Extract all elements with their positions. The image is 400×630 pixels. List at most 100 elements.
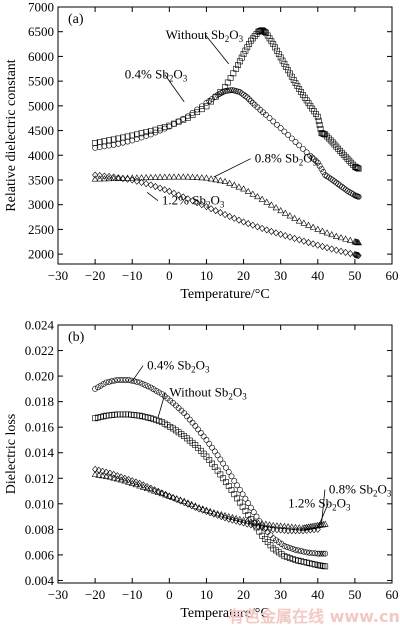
- annotation-text-part: 3: [239, 34, 244, 44]
- plot-frame: [57, 6, 393, 265]
- data-point: [316, 162, 323, 169]
- data-point: [340, 151, 347, 158]
- data-point: [235, 62, 241, 68]
- data-point: [274, 121, 280, 128]
- annotation-text-part: O: [337, 496, 346, 511]
- data-point: [150, 386, 157, 393]
- data-point: [233, 517, 240, 525]
- data-point: [158, 489, 165, 497]
- data-point: [350, 191, 356, 198]
- data-point: [295, 217, 303, 224]
- data-point: [157, 184, 164, 192]
- data-point: [110, 474, 118, 481]
- data-point: [139, 380, 146, 387]
- data-point: [284, 544, 291, 550]
- panel-label: (a): [68, 12, 84, 27]
- data-point: [96, 171, 103, 180]
- data-point: [319, 242, 326, 251]
- data-point: [259, 224, 266, 232]
- data-point: [238, 54, 245, 61]
- data-point: [320, 169, 327, 175]
- annotation-leader-line: [317, 503, 329, 529]
- data-point: [223, 464, 229, 471]
- data-point: [314, 525, 321, 533]
- data-point: [280, 522, 288, 529]
- data-point: [95, 471, 103, 478]
- data-point: [324, 133, 330, 140]
- data-point: [292, 546, 299, 553]
- data-point: [342, 248, 349, 256]
- annotation-text-part: O: [196, 358, 205, 373]
- data-point: [147, 484, 154, 492]
- data-point: [155, 487, 162, 495]
- data-point: [128, 377, 135, 384]
- data-point: [236, 515, 244, 522]
- data-point: [309, 550, 316, 556]
- data-point: [268, 227, 275, 235]
- data-point: [239, 491, 246, 498]
- data-point: [180, 193, 187, 201]
- data-point: [249, 35, 256, 42]
- data-point: [175, 173, 183, 180]
- data-point: [240, 519, 247, 527]
- data-point: [121, 477, 129, 484]
- plot-frame: [57, 324, 393, 584]
- annotation-text-part: 3: [242, 392, 247, 402]
- data-point: [227, 87, 234, 94]
- data-point: [247, 521, 254, 529]
- annotation-text-part: 0.4% Sb: [147, 358, 191, 373]
- data-point: [192, 423, 199, 429]
- data-point: [355, 252, 362, 260]
- data-point: [266, 115, 273, 121]
- data-point: [92, 465, 99, 473]
- data-point: [338, 183, 345, 190]
- annotation-text-part: O: [303, 151, 312, 166]
- series-without-sb2o3: [92, 411, 329, 570]
- data-point: [106, 172, 113, 181]
- data-point: [307, 152, 314, 159]
- data-point: [303, 149, 310, 156]
- data-point: [212, 176, 220, 183]
- data-point: [143, 129, 150, 136]
- data-point: [291, 214, 298, 221]
- annotation-text-part: O: [377, 482, 386, 497]
- data-point: [173, 495, 180, 503]
- data-point: [286, 233, 293, 241]
- data-point: [180, 115, 187, 122]
- annotation-leader-line: [146, 192, 159, 202]
- data-point: [196, 505, 203, 513]
- data-point: [305, 221, 312, 228]
- data-point: [272, 44, 278, 51]
- annotation-text-part: 2: [206, 200, 211, 210]
- y-tick-label: 6000: [28, 49, 54, 64]
- data-point: [318, 562, 325, 569]
- data-point: [277, 207, 285, 214]
- data-point: [246, 96, 253, 103]
- data-point: [136, 379, 143, 386]
- x-tick-label: −30: [48, 268, 68, 283]
- data-point: [186, 416, 193, 423]
- data-point: [208, 205, 215, 213]
- data-point: [193, 173, 201, 181]
- data-point: [236, 486, 243, 493]
- data-point: [316, 550, 323, 557]
- annotation-text-part: 0.8% Sb: [329, 482, 373, 497]
- data-point: [175, 191, 182, 199]
- data-point: [161, 124, 168, 130]
- data-point: [269, 521, 277, 529]
- data-point: [147, 384, 154, 391]
- x-tick-label: 60: [386, 268, 399, 283]
- data-point: [200, 433, 207, 440]
- data-point: [273, 526, 280, 534]
- annotation-text-part: 2: [225, 34, 230, 44]
- data-point: [305, 238, 312, 247]
- data-point: [267, 532, 274, 539]
- data-point: [207, 509, 214, 517]
- x-tick-label: 50: [348, 587, 361, 602]
- x-tick-label: −20: [85, 587, 105, 602]
- data-point: [108, 378, 115, 385]
- data-point: [258, 519, 266, 527]
- data-point: [294, 83, 301, 89]
- data-point: [333, 143, 340, 150]
- data-point: [203, 507, 210, 516]
